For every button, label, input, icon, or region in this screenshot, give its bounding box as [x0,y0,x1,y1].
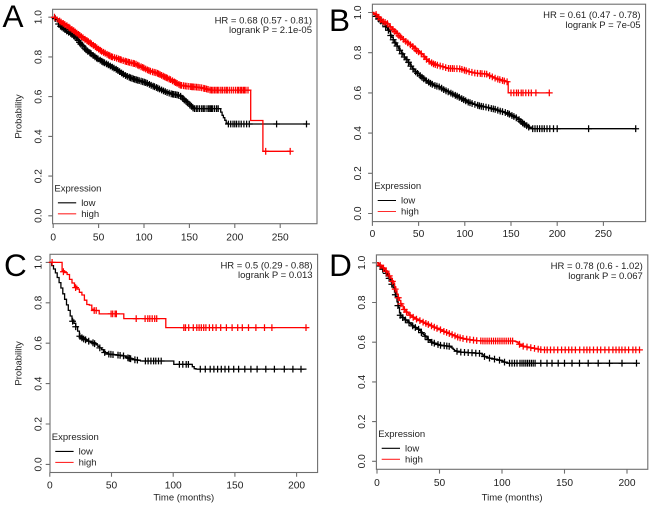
svg-text:logrank P = 0.067: logrank P = 0.067 [568,271,643,282]
svg-text:0.6: 0.6 [33,336,44,350]
svg-text:low: low [405,443,419,454]
svg-text:0.2: 0.2 [353,166,364,180]
svg-text:high: high [79,457,97,468]
svg-text:HR = 0.78 (0.6 - 1.02): HR = 0.78 (0.6 - 1.02) [551,261,643,272]
svg-text:1.0: 1.0 [33,10,44,24]
svg-text:100: 100 [494,478,511,489]
svg-text:0.0: 0.0 [33,457,44,471]
svg-text:0.6: 0.6 [353,85,364,99]
svg-text:250: 250 [272,232,289,243]
svg-text:0: 0 [374,478,380,489]
svg-text:0.6: 0.6 [33,89,44,103]
svg-text:Time (months): Time (months) [153,493,214,504]
svg-text:Expression: Expression [374,181,421,192]
svg-text:high: high [81,209,99,220]
svg-text:Probability: Probability [14,341,25,386]
svg-text:D: D [329,247,352,283]
svg-text:1.0: 1.0 [33,255,44,269]
svg-text:0.0: 0.0 [33,208,44,222]
svg-text:150: 150 [181,232,198,243]
svg-text:1.0: 1.0 [353,5,364,19]
svg-text:logrank P = 2.1e-05: logrank P = 2.1e-05 [229,25,312,36]
svg-text:logrank P = 0.013: logrank P = 0.013 [238,270,313,281]
svg-text:150: 150 [556,478,573,489]
svg-text:0: 0 [50,232,56,243]
svg-text:low: low [79,446,93,457]
svg-text:Time (months): Time (months) [482,493,543,504]
svg-text:150: 150 [503,229,520,240]
svg-text:0.4: 0.4 [353,126,364,140]
svg-text:100: 100 [165,481,182,492]
svg-text:100: 100 [456,229,473,240]
svg-text:0.8: 0.8 [353,45,364,59]
svg-text:1.0: 1.0 [357,255,368,269]
svg-text:logrank P = 7e-05: logrank P = 7e-05 [566,20,641,31]
svg-text:Expression: Expression [54,184,101,195]
svg-text:0.8: 0.8 [33,295,44,309]
svg-text:high: high [401,207,419,218]
svg-text:0.0: 0.0 [357,454,368,468]
svg-text:high: high [405,454,423,465]
svg-text:C: C [4,247,27,283]
svg-text:HR = 0.61 (0.47 - 0.78): HR = 0.61 (0.47 - 0.78) [543,10,640,21]
svg-text:50: 50 [434,478,446,489]
svg-text:low: low [81,198,95,209]
svg-text:0.0: 0.0 [353,206,364,220]
svg-text:0.2: 0.2 [357,414,368,428]
svg-text:0.2: 0.2 [33,169,44,183]
svg-text:Expression: Expression [378,429,425,440]
svg-text:B: B [329,2,350,38]
svg-text:Expression: Expression [52,432,99,443]
svg-text:0.4: 0.4 [33,129,44,143]
svg-text:HR = 0.68 (0.57 - 0.81): HR = 0.68 (0.57 - 0.81) [215,15,312,26]
svg-text:250: 250 [595,229,612,240]
svg-text:Probability: Probability [14,94,25,139]
svg-text:0.4: 0.4 [33,376,44,390]
svg-text:100: 100 [136,232,153,243]
svg-text:200: 200 [226,232,243,243]
svg-text:200: 200 [549,229,566,240]
svg-text:200: 200 [619,478,636,489]
svg-text:50: 50 [93,232,105,243]
svg-text:50: 50 [413,229,425,240]
svg-text:0.8: 0.8 [357,295,368,309]
svg-text:0.4: 0.4 [357,374,368,388]
svg-text:0.8: 0.8 [33,49,44,63]
svg-text:A: A [3,0,24,34]
svg-text:low: low [401,196,415,207]
svg-text:0.6: 0.6 [357,335,368,349]
svg-text:0.2: 0.2 [33,417,44,431]
svg-text:200: 200 [288,481,305,492]
svg-text:0: 0 [370,229,376,240]
svg-text:HR = 0.5 (0.29 - 0.88): HR = 0.5 (0.29 - 0.88) [220,260,312,271]
svg-text:50: 50 [106,481,118,492]
svg-text:150: 150 [226,481,243,492]
svg-text:0: 0 [47,481,53,492]
